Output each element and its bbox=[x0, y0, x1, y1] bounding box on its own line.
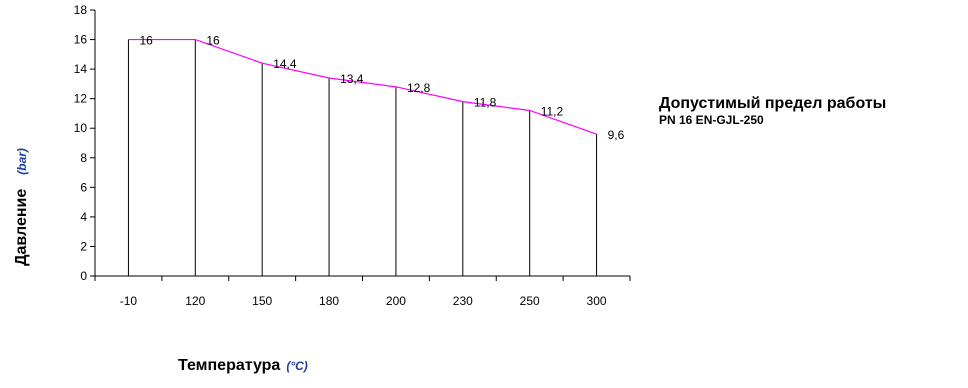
y-axis-title: Давление (bar) bbox=[13, 148, 31, 266]
data-label: 11,2 bbox=[541, 104, 564, 118]
data-label: 9,6 bbox=[608, 128, 625, 142]
annotation-subtitle: PN 16 EN-GJL-250 bbox=[659, 113, 764, 127]
x-tick-label: 180 bbox=[319, 294, 339, 308]
data-label: 12,8 bbox=[407, 81, 431, 95]
data-label: 14,4 bbox=[273, 57, 297, 71]
annotation-title: Допустимый предел работы bbox=[659, 95, 887, 112]
x-axis-label: Температура bbox=[178, 357, 281, 374]
x-tick-label: 200 bbox=[386, 294, 406, 308]
x-axis-title: Температура (°C) bbox=[178, 357, 308, 375]
y-tick-label: 12 bbox=[74, 92, 88, 106]
data-label: 16 bbox=[206, 34, 220, 48]
annotation-box: Допустимый предел работы PN 16 EN-GJL-25… bbox=[659, 94, 886, 127]
x-axis-unit: (°C) bbox=[286, 359, 308, 373]
y-tick-label: 10 bbox=[74, 121, 88, 135]
y-tick-label: 0 bbox=[80, 269, 87, 283]
y-tick-label: 8 bbox=[80, 151, 87, 165]
x-tick-label: 300 bbox=[587, 294, 607, 308]
y-axis-unit: (bar) bbox=[15, 148, 29, 175]
data-label: 16 bbox=[139, 34, 153, 48]
x-tick-label: 150 bbox=[252, 294, 272, 308]
data-label: 13,4 bbox=[340, 72, 364, 86]
data-labels: 16 16 14,4 13,4 12,8 11,8 11,2 9,6 bbox=[139, 34, 624, 143]
data-label: 11,8 bbox=[474, 96, 497, 110]
drop-lines bbox=[127, 39, 598, 276]
x-tick-label: 120 bbox=[185, 294, 205, 308]
x-axis-ticks: -10 120 150 180 200 230 250 300 bbox=[94, 276, 631, 308]
y-tick-label: 4 bbox=[80, 210, 87, 224]
y-tick-label: 2 bbox=[80, 239, 87, 253]
y-tick-label: 18 bbox=[74, 3, 88, 17]
axes bbox=[94, 10, 630, 277]
x-tick-label: 250 bbox=[520, 294, 540, 308]
y-tick-label: 6 bbox=[80, 180, 87, 194]
series-line bbox=[128, 38, 597, 135]
y-axis-label: Давление bbox=[13, 188, 30, 266]
series-layer bbox=[128, 38, 597, 135]
y-tick-label: 16 bbox=[74, 33, 88, 47]
x-tick-label: -10 bbox=[120, 294, 138, 308]
y-axis-ticks: 0 2 4 6 8 10 12 14 16 18 bbox=[74, 3, 95, 283]
y-tick-label: 14 bbox=[74, 62, 88, 76]
x-tick-label: 230 bbox=[453, 294, 473, 308]
